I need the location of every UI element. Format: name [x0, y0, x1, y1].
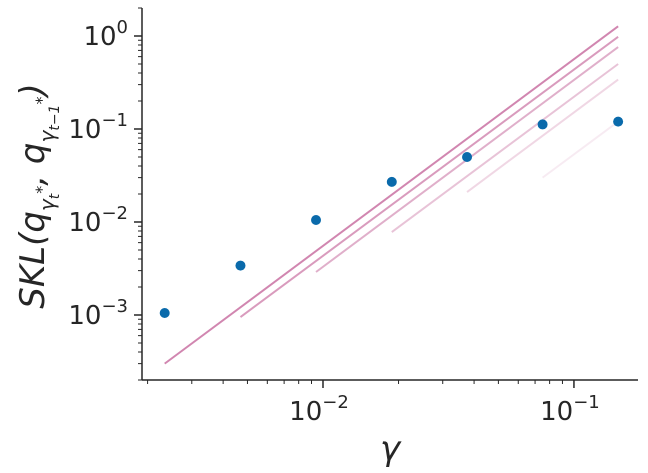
series-line-2 — [239, 36, 619, 318]
y-tick-label: 10−3 — [68, 296, 128, 331]
data-point — [159, 308, 170, 319]
y-tick-label: 10−2 — [68, 203, 128, 238]
data-point — [235, 260, 246, 271]
y-axis-title-text: SKL(qγt*, qγt−1*) — [13, 83, 63, 308]
data-point — [537, 119, 548, 130]
x-tick-label: 10−2 — [289, 392, 349, 427]
series-line-4 — [391, 63, 619, 233]
x-axis-title: γ — [380, 429, 402, 469]
x-axis: 10−2 10−1 — [142, 379, 638, 427]
data-point — [311, 215, 322, 226]
data-point — [462, 151, 473, 162]
y-axis-title: SKL(qγt*, qγt−1*) — [13, 83, 63, 308]
x-tick-label: 10−1 — [540, 392, 600, 427]
data-point — [613, 116, 624, 127]
plot-points — [159, 116, 624, 319]
series-line-6 — [541, 120, 619, 179]
data-point — [386, 176, 397, 187]
y-tick-label: 100 — [83, 17, 128, 52]
series-line-1 — [164, 25, 619, 365]
series-line-5 — [466, 78, 619, 193]
y-axis: 10−3 10−2 10−1 100 — [68, 7, 143, 381]
plot-lines — [164, 25, 619, 365]
y-tick-label: 10−1 — [68, 110, 128, 145]
